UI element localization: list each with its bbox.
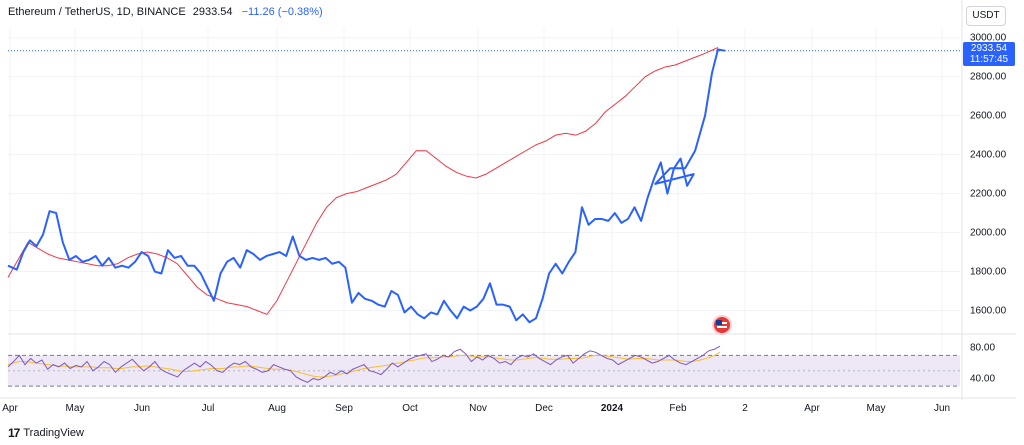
x-tick-label: Dec — [535, 403, 553, 414]
chart-header: Ethereum / TetherUS, 1D, BINANCE 2933.54… — [8, 6, 323, 18]
price-change: −11.26 (−0.38%) — [241, 6, 323, 18]
rsi-line — [7, 345, 721, 383]
rsi-tick-label: 80.00 — [970, 343, 995, 354]
x-tick-label: Nov — [469, 403, 487, 414]
x-tick-label: May — [867, 403, 886, 414]
x-tick-label: Aug — [268, 403, 286, 414]
tradingview-logo-icon: 17 — [8, 426, 20, 440]
x-tick-label: Jun — [134, 403, 150, 414]
x-tick-label: 2024 — [601, 403, 624, 414]
y-tick-label: 2600.00 — [970, 111, 1007, 122]
y-tick-label: 2800.00 — [970, 72, 1007, 83]
y-tick-label: 1800.00 — [970, 267, 1007, 278]
x-tick-label: Oct — [402, 403, 418, 414]
x-tick-label: Jul — [202, 403, 215, 414]
y-tick-label: 2200.00 — [970, 189, 1007, 200]
x-tick-label: Jun — [934, 403, 950, 414]
price-line — [7, 48, 726, 324]
moving-average-line — [7, 47, 719, 316]
x-tick-label: Apr — [2, 403, 18, 414]
x-tick-label: Sep — [335, 403, 353, 414]
y-tick-label: 1600.00 — [970, 306, 1007, 317]
y-tick-label: 2000.00 — [970, 228, 1007, 239]
symbol-label[interactable]: Ethereum / TetherUS, 1D, BINANCE — [8, 6, 186, 18]
us-flag-event-icon[interactable] — [712, 315, 732, 335]
x-tick-label: May — [66, 403, 85, 414]
brand-name: TradingView — [23, 427, 84, 439]
y-tick-label: 2400.00 — [970, 150, 1007, 161]
x-tick-label: Feb — [669, 403, 687, 414]
price-tag: 2933.54 11:57:45 — [963, 41, 1015, 66]
rsi-tick-label: 40.00 — [970, 373, 995, 384]
last-price: 2933.54 — [192, 6, 233, 18]
x-tick-label: Apr — [804, 403, 820, 414]
price-tag-countdown: 11:57:45 — [969, 53, 1009, 65]
price-tag-value: 2933.54 — [970, 42, 1008, 54]
x-tick-label: 2 — [742, 403, 748, 414]
y-tick-label: 3000.00 — [970, 33, 1007, 44]
footer-brand[interactable]: 17 TradingView — [8, 426, 84, 440]
currency-button[interactable]: USDT — [966, 6, 1006, 26]
